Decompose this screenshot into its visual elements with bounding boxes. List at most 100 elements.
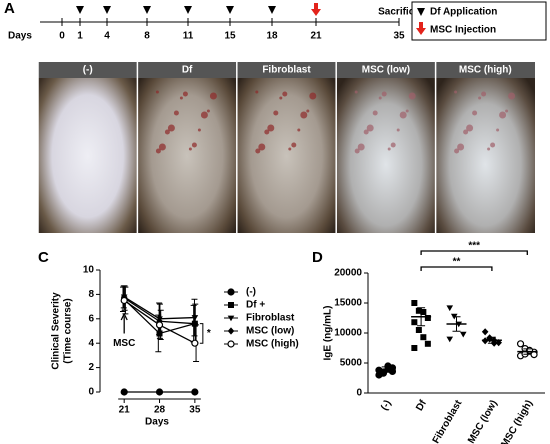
marker — [516, 340, 525, 348]
marker — [446, 336, 454, 343]
x-tick-label: MSC (high) — [499, 398, 535, 444]
df-arrow — [268, 6, 276, 14]
annotation-arrow — [120, 312, 128, 334]
lesion — [206, 109, 210, 113]
tick-label: 15 — [224, 31, 236, 42]
lesion — [158, 143, 166, 151]
df-arrow — [76, 6, 84, 14]
annotation: *** — [468, 241, 480, 252]
panel-label: D — [312, 249, 323, 266]
panel-label: C — [38, 249, 49, 266]
error-bar — [523, 348, 532, 355]
y-tick-label: 6 — [88, 313, 94, 324]
lesion — [267, 124, 275, 132]
lesion — [505, 109, 509, 113]
tick-label: 21 — [310, 31, 322, 42]
legend-label: Df + — [246, 300, 265, 311]
y-axis-label: IgE (ng/mL) — [323, 306, 334, 361]
y-tick-label: 0 — [356, 388, 362, 399]
y-tick-label: 0 — [88, 387, 94, 398]
y-tick-label: 10 — [83, 265, 95, 276]
legend-label: MSC (high) — [246, 339, 299, 350]
marker — [495, 339, 502, 347]
error-bar — [417, 307, 426, 327]
x-axis-label: Days — [145, 417, 169, 428]
lesion — [209, 92, 217, 100]
x-tick-label: 21 — [119, 405, 131, 416]
lesion — [466, 124, 474, 132]
lesion — [179, 96, 183, 100]
lesion — [381, 91, 387, 97]
annotation: ** — [453, 257, 461, 268]
lesion — [182, 91, 188, 97]
y-tick-label: 10000 — [334, 328, 362, 339]
lesion — [309, 92, 317, 100]
lesion — [508, 92, 516, 100]
photo-label: Df — [182, 65, 193, 76]
marker — [228, 302, 234, 308]
marker — [415, 327, 422, 333]
marker — [420, 334, 427, 341]
lesion — [496, 128, 500, 132]
error-bar — [487, 336, 496, 344]
lesion — [258, 143, 266, 151]
photo-header — [137, 62, 237, 78]
lesion — [164, 129, 170, 135]
lesion — [399, 111, 407, 119]
y-tick-label: 2 — [88, 362, 94, 373]
df-arrow — [103, 6, 111, 14]
marker — [227, 288, 235, 296]
y-axis-label: (Time course) — [63, 298, 74, 363]
lesion — [457, 143, 465, 151]
lesion — [282, 91, 288, 97]
x-tick-label: Df — [414, 398, 429, 413]
tick-label: 18 — [266, 31, 278, 42]
lesion — [173, 110, 179, 116]
annotation: MSC — [113, 338, 135, 349]
legend-symbol — [417, 8, 425, 16]
msc-arrow — [311, 3, 321, 16]
legend-symbol — [416, 22, 426, 35]
significance-bracket — [420, 250, 528, 255]
lesion — [396, 128, 400, 132]
marker — [191, 388, 199, 396]
lesion — [155, 90, 159, 94]
x-tick-label: (-) — [379, 398, 394, 412]
legend-box — [411, 1, 547, 41]
x-tick-label: Fibroblast — [431, 398, 465, 444]
tick-label: 8 — [144, 31, 150, 42]
y-tick-label: 5000 — [340, 358, 363, 369]
photo — [435, 62, 535, 233]
annotation: * — [207, 328, 211, 339]
lesion — [279, 96, 283, 100]
lesion — [481, 91, 487, 97]
photo-header — [38, 62, 138, 78]
lesion — [167, 124, 175, 132]
y-tick-label: 8 — [88, 289, 94, 300]
marker — [481, 328, 489, 336]
marker — [155, 321, 164, 329]
lesion — [463, 129, 469, 135]
lesion — [291, 142, 297, 148]
legend-label: (-) — [246, 287, 256, 298]
lesion — [197, 128, 201, 132]
lesion — [378, 96, 382, 100]
df-arrow — [184, 6, 192, 14]
marker — [120, 296, 128, 305]
marker — [530, 351, 538, 359]
lesion — [387, 147, 391, 151]
marker — [120, 388, 128, 396]
tick-label: 4 — [104, 31, 110, 42]
lesion — [155, 148, 161, 154]
lesion — [297, 128, 301, 132]
error-bar — [381, 366, 390, 373]
significance-bracket — [199, 323, 204, 344]
lesion — [472, 110, 478, 116]
lesion — [454, 148, 460, 154]
marker — [446, 305, 454, 312]
marker — [227, 327, 235, 335]
photo-header — [435, 62, 535, 78]
photo-header — [236, 62, 337, 78]
lesion — [405, 109, 409, 113]
lesion — [288, 147, 292, 151]
